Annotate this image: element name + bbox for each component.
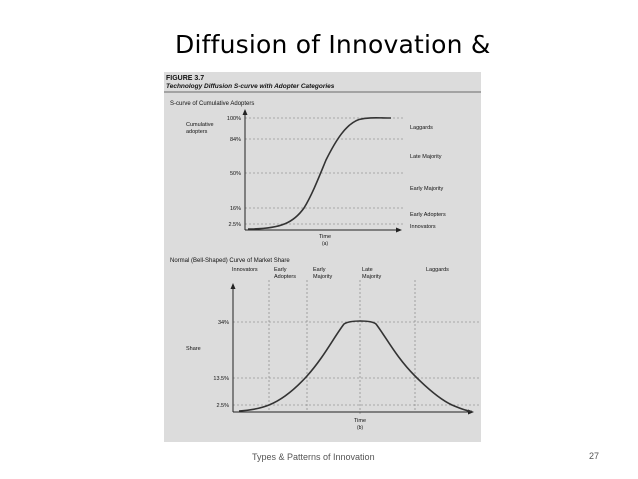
top-tick-label: 50% (230, 171, 241, 177)
bottom-category-label: Adopters (274, 274, 296, 280)
figure-caption: Technology Diffusion S-curve with Adopte… (166, 83, 335, 90)
figure-label: FIGURE 3.7 (166, 75, 204, 82)
bottom-chart-categories: Innovators Early Adopters Early Majority… (232, 267, 449, 280)
top-chart-ylabel-line1: Cumulative (186, 122, 214, 128)
top-category-label: Innovators (410, 224, 436, 230)
top-sublabel: (a) (322, 241, 328, 247)
bottom-chart-ticks: 34% 13.5% 2.5% (213, 320, 229, 409)
bottom-chart-dividers (268, 280, 416, 416)
bottom-tick-label: 34% (218, 320, 229, 326)
slide-footer: Types & Patterns of Innovation (252, 452, 375, 462)
top-chart-axes (242, 109, 402, 233)
top-x-axis-arrow-icon (396, 227, 402, 233)
top-chart-ticks: 100% 84% 50% 16% 2.5% (227, 116, 241, 228)
bottom-x-label: Time (354, 418, 366, 424)
bottom-chart-grid (233, 321, 481, 406)
top-category-label: Laggards (410, 125, 433, 131)
top-tick-label: 100% (227, 116, 241, 122)
top-y-axis-arrow-icon (242, 109, 248, 115)
bottom-category-label: Laggards (426, 267, 449, 273)
top-category-label: Late Majority (410, 154, 442, 160)
page-number: 27 (589, 451, 600, 461)
bottom-tick-label: 2.5% (216, 403, 229, 409)
bottom-category-label: Early (274, 267, 287, 273)
diffusion-figure: FIGURE 3.7 Technology Diffusion S-curve … (164, 72, 481, 442)
top-tick-label: 16% (230, 206, 241, 212)
bottom-category-label: Early (313, 267, 326, 273)
bottom-category-label: Late (362, 267, 373, 273)
bottom-y-axis-arrow-icon (230, 283, 236, 289)
top-chart-categories: Laggards Late Majority Early Majority Ea… (410, 125, 446, 230)
bottom-tick-label: 13.5% (213, 376, 229, 382)
top-chart-heading: S-curve of Cumulative Adopters (170, 101, 254, 107)
bell-curve (238, 320, 473, 413)
bottom-category-label: Majority (313, 274, 333, 280)
s-curve (247, 117, 392, 230)
top-x-label: Time (319, 234, 331, 240)
top-category-label: Early Adopters (410, 212, 446, 218)
bottom-chart-heading: Normal (Bell-Shaped) Curve of Market Sha… (170, 258, 290, 264)
bottom-sublabel: (b) (357, 425, 363, 431)
bottom-category-label: Majority (362, 274, 382, 280)
figure-svg: FIGURE 3.7 Technology Diffusion S-curve … (164, 75, 481, 431)
top-chart-ylabel-line2: adopters (186, 129, 208, 135)
top-tick-label: 2.5% (228, 222, 241, 228)
bottom-chart-axes (230, 283, 474, 415)
top-tick-label: 84% (230, 137, 241, 143)
bottom-category-label: Innovators (232, 267, 258, 273)
slide-title: Diffusion of Innovation & (175, 30, 491, 59)
top-category-label: Early Majority (410, 186, 444, 192)
bottom-y-label: Share (186, 346, 201, 352)
top-chart-grid (245, 117, 404, 225)
